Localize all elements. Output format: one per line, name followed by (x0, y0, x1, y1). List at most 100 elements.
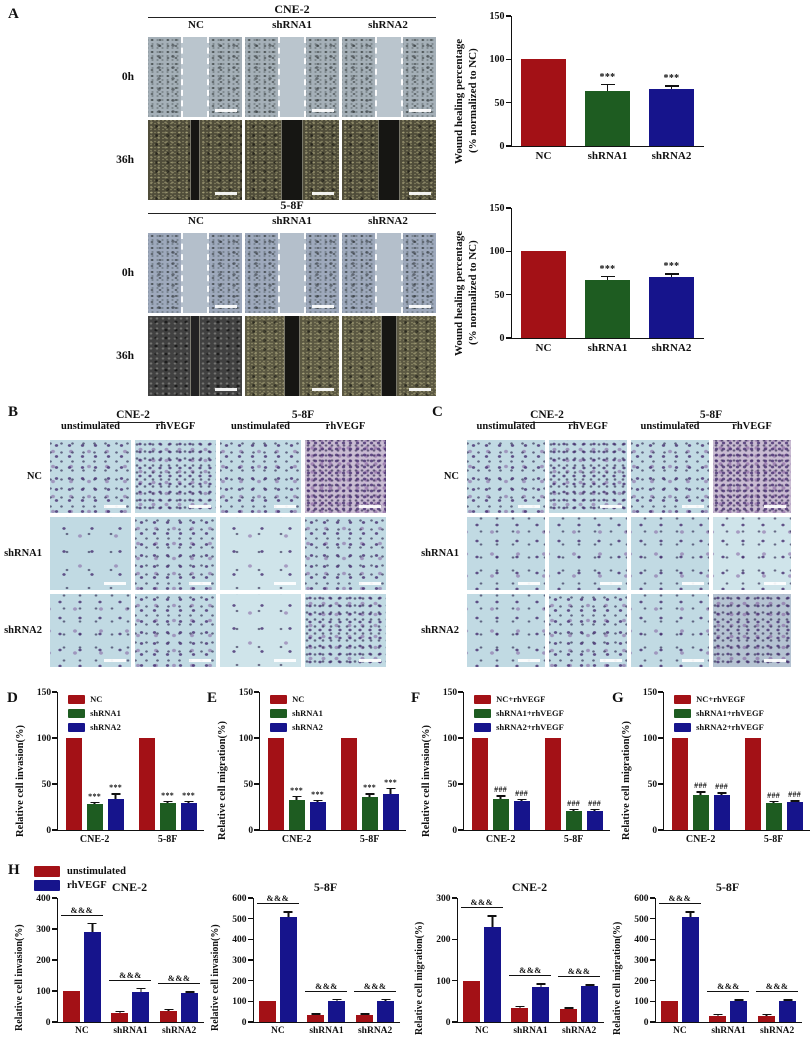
panel-a: A CNE-2 NC shRNA1 shRNA2 0h 36h Wound healing… (0, 0, 810, 400)
error-bar (163, 800, 173, 804)
plot-area: 0 50 100 150 ### ### CNE-2 ### ### 5-8F NC+rhVEGF s… (643, 688, 810, 845)
tick-label: 100 (36, 734, 52, 744)
bar-group: &&& shRNA2 (158, 973, 201, 1036)
legend-swatch (474, 722, 492, 732)
plot-area: 0 50 100 150 *** *** CNE-2 *** *** 5-8F NC shRNA1 sh… (239, 688, 407, 845)
tick-mark (247, 979, 253, 982)
bar-group: &&& NC (60, 905, 103, 1036)
sig-label: *** (88, 791, 102, 801)
column-label: shRNA2 (368, 215, 408, 227)
transwell-micrograph (50, 440, 131, 513)
scale-bar (409, 192, 431, 195)
bar-red (758, 1013, 776, 1022)
invasion-chart: Relative cell invasion(%) 0 50 100 150 *** ***… (14, 688, 205, 870)
sig-label: ### (788, 790, 802, 800)
tick-label: 100 (442, 734, 458, 744)
x-axis-label: NC (474, 1026, 489, 1036)
tick-mark (658, 783, 664, 785)
tick-label: 600 (232, 894, 247, 904)
tick-mark (254, 829, 260, 831)
tick-mark (649, 917, 655, 920)
h-invasion-58f-chart: Relative cell invasion(%) 5-8F 0 100 200 300 4… (210, 880, 400, 1049)
chart-legend: NC+rhVEGF shRNA1+rhVEGF shRNA2+rhVEGF (674, 694, 764, 732)
sig-label: ### (567, 798, 581, 808)
legend-label: NC (90, 694, 103, 704)
transwell-micrograph (713, 594, 791, 667)
tick-label: 100 (634, 997, 649, 1008)
transwell-micrograph (631, 594, 709, 667)
cell-line-header: 5-8F (684, 409, 738, 423)
tick-label: 0 (241, 1018, 247, 1028)
tick-mark (52, 829, 58, 831)
bar-green: ### (492, 785, 509, 830)
error-bar (600, 275, 615, 280)
tick-mark (51, 928, 57, 930)
sig-label: *** (363, 783, 377, 793)
x-axis-label: CNE-2 (79, 834, 110, 845)
bar-red (660, 1001, 678, 1022)
legend-swatch (270, 708, 288, 718)
column-label: rhVEGF (155, 421, 196, 432)
bar-blue (730, 999, 748, 1022)
error-bar (360, 1013, 370, 1016)
column-label: unstimulated (61, 421, 120, 432)
bar-blue: ### (786, 790, 803, 830)
bar-group: ### ### 5-8F (744, 738, 803, 845)
tick-label: 200 (436, 935, 451, 946)
legend-entry: shRNA1+rhVEGF (474, 708, 564, 718)
error-bar (600, 83, 615, 91)
x-axis-label: shRNA1 (309, 1026, 344, 1036)
legend-swatch (34, 880, 60, 891)
x-axis-label: shRNA2 (651, 342, 692, 354)
bar-red (560, 1007, 578, 1022)
bar-group: &&& shRNA1 (305, 981, 348, 1036)
bar-blue: *** (382, 778, 399, 830)
pair-sig-label: &&& (509, 965, 552, 977)
tick-mark (649, 959, 655, 961)
row-label: 36h (116, 350, 134, 362)
legend-entry: unstimulated (34, 866, 126, 877)
x-axis-label: shRNA2 (651, 150, 692, 162)
legend-swatch (68, 708, 86, 718)
tick-label: 300 (232, 956, 247, 966)
error-bar (90, 801, 100, 805)
h-migration-cne2-chart: Relative cell migration(%) CNE-2 0 100 200 30… (414, 880, 604, 1049)
tick-label: 0 (248, 826, 254, 836)
wound-micrograph (245, 233, 339, 313)
tick-label: 100 (238, 734, 254, 744)
legend-entry: shRNA2+rhVEGF (474, 722, 564, 732)
scale-bar (682, 659, 704, 662)
tick-mark (451, 979, 457, 982)
wound-block-cne2: CNE-2 NC shRNA1 shRNA2 0h 36h (0, 2, 460, 200)
bar-red (521, 59, 566, 146)
tick-label: 300 (36, 925, 51, 935)
transwell-micrograph (549, 594, 627, 667)
transwell-micrograph (50, 594, 131, 667)
scale-bar (600, 659, 622, 662)
tick-label: 150 (489, 203, 505, 214)
tick-mark (505, 293, 511, 296)
x-axis-label: 5-8F (563, 834, 584, 845)
wound-micrograph (342, 233, 436, 313)
tick-label: 300 (436, 894, 451, 904)
column-label: unstimulated (476, 421, 536, 432)
tick-mark (458, 783, 464, 785)
sig-label: ### (515, 788, 529, 798)
scale-bar (189, 659, 211, 662)
scale-bar (409, 305, 431, 308)
x-axis-label: 5-8F (359, 834, 380, 845)
tick-mark (254, 783, 260, 785)
bar-group: NC (521, 251, 566, 354)
pair-sig-label: &&& (354, 981, 397, 992)
bar-blue: *** (107, 783, 124, 830)
sig-label: *** (663, 261, 680, 273)
transwell-micrograph (549, 517, 627, 590)
tick-label: 150 (36, 688, 52, 698)
plot-area: 0 100 200 300 400 500 600 &&& NC &&& shRNA1 &&& shRN… (634, 893, 802, 1036)
bar-green: ### (565, 799, 582, 830)
tick-label: 0 (46, 826, 52, 836)
tick-mark (247, 959, 253, 961)
bar-blue (532, 983, 550, 1022)
legend-swatch (68, 722, 86, 732)
bar-red (744, 738, 761, 830)
